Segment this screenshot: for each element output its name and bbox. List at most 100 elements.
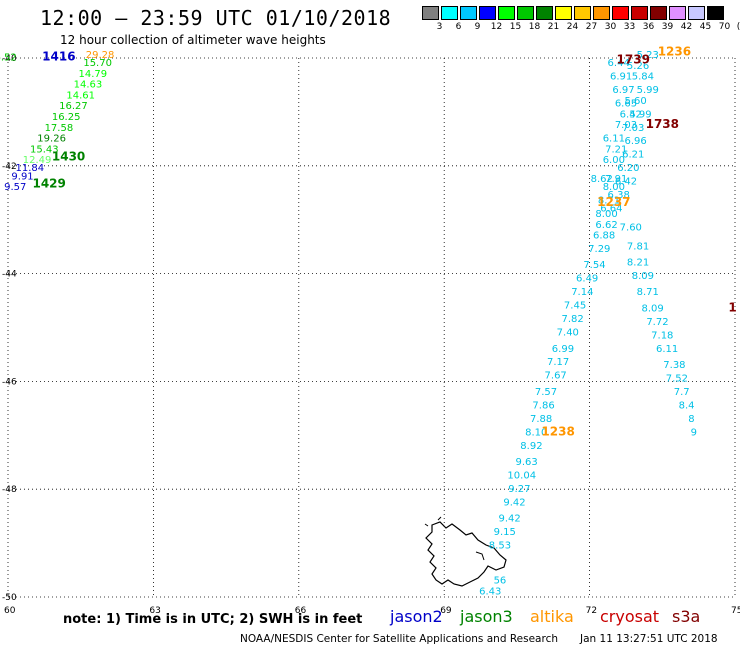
wave-height-label: 29.28: [86, 50, 115, 61]
pass-time-label: 1: [728, 300, 736, 314]
color-scale-label: 12: [490, 22, 503, 32]
wave-height-label: 6.20: [617, 163, 639, 174]
wave-height-label: 7.60: [620, 222, 642, 233]
island-outline: [425, 521, 507, 587]
wave-height-label: 8.92: [520, 441, 542, 452]
wave-height-label: 7.21: [605, 144, 627, 155]
wave-height-label: 9.27: [508, 484, 530, 495]
figure-subtitle: 12 hour collection of altimeter wave hei…: [60, 33, 326, 47]
wave-height-label: 6.42: [620, 109, 642, 120]
wave-height-label: 6.43: [479, 586, 501, 597]
lat-tick-label: -44: [2, 270, 17, 280]
legend-item-jason2: jason2: [390, 607, 443, 626]
wave-height-label: 5.26: [627, 61, 649, 72]
wave-height-label: 6.91: [610, 72, 632, 83]
color-scale-swatch: [612, 6, 629, 20]
wave-height-label: 8.09: [632, 271, 654, 282]
wave-height-label: 7.52: [666, 373, 688, 384]
pass-time-label: 1430: [52, 149, 85, 163]
color-scale-swatch: [422, 6, 439, 20]
color-scale-swatch: [574, 6, 591, 20]
color-scale-label: 15: [509, 22, 522, 32]
wave-height-label: 16.25: [52, 112, 81, 123]
footer-timestamp: Jan 11 13:27:51 UTC 2018: [580, 633, 718, 645]
legend-item-altika: altika: [530, 607, 574, 626]
color-scale-swatch: [707, 6, 724, 20]
color-scale-label: 6: [455, 22, 462, 32]
wave-height-label: 7.54: [583, 260, 605, 271]
pass-time-label: 1739: [617, 52, 650, 66]
wave-height-label: 9: [691, 427, 697, 438]
wave-height-label: 9.57: [4, 182, 26, 193]
wave-height-label: 7.72: [646, 317, 668, 328]
wave-height-label: 6.11: [603, 134, 625, 145]
color-scale-label: (ft): [736, 22, 740, 32]
wave-height-label: 6.88: [593, 231, 615, 242]
wave-height-label: 9.42: [503, 497, 525, 508]
color-scale-swatch: [441, 6, 458, 20]
wave-height-label: 7.45: [564, 301, 586, 312]
wave-height-label: 8: [688, 414, 694, 425]
wave-height-label: 14.79: [78, 69, 107, 80]
color-scale-label: 45: [699, 22, 712, 32]
wave-height-label: 7.18: [651, 330, 673, 341]
wave-height-label: 7.57: [535, 387, 557, 398]
color-scale-label: 24: [566, 22, 579, 32]
wave-height-label: 6.64: [600, 204, 622, 215]
island-islets: [424, 516, 485, 561]
color-scale-label: 3: [436, 22, 443, 32]
color-scale-swatch: [688, 6, 705, 20]
wave-height-label: 17.58: [45, 123, 74, 134]
wave-height-label: 6.11: [656, 344, 678, 355]
wave-height-label: 5.60: [625, 96, 647, 107]
color-scale-swatch: [650, 6, 667, 20]
wave-height-label: 7.91: [605, 174, 627, 185]
color-scale-swatch: [593, 6, 610, 20]
color-scale-label: 9: [474, 22, 481, 32]
wave-height-label: 6.97: [612, 85, 634, 96]
lon-tick-label: 60: [4, 606, 16, 616]
color-scale-swatch: [536, 6, 553, 20]
color-scale-label: 27: [585, 22, 598, 32]
color-scale-label: 21: [547, 22, 560, 32]
lon-tick-label: 75: [731, 606, 740, 616]
wave-height-label: 5.23: [637, 50, 659, 61]
wave-height-label: 7.82: [562, 314, 584, 325]
lat-tick-label: -46: [2, 377, 17, 387]
color-scale-swatch: [460, 6, 477, 20]
wave-height-label: 7.17: [547, 357, 569, 368]
pass-time-label: 1236: [658, 44, 691, 58]
legend-item-s3a: s3a: [672, 607, 701, 626]
color-scale-label: 70: [718, 22, 731, 32]
wave-height-label: 7.67: [545, 371, 567, 382]
wave-height-label: 14.63: [74, 80, 103, 91]
color-scale-label: 42: [680, 22, 693, 32]
legend-item-cryosat: cryosat: [600, 607, 660, 626]
wave-height-label: 7.14: [571, 287, 593, 298]
wave-height-label: 7.86: [532, 400, 554, 411]
wave-height-label: 9.91: [11, 171, 33, 182]
wave-height-label: 5.84: [632, 72, 654, 83]
lon-tick-label: 69: [440, 606, 452, 616]
wave-height-label: 15.43: [30, 144, 59, 155]
wave-height-label: 19.26: [37, 134, 66, 145]
color-scale-swatch: [631, 6, 648, 20]
wave-height-label: 7.38: [663, 360, 685, 371]
wave-height-label: 8.00: [603, 182, 625, 193]
wave-height-label: 8.71: [598, 196, 620, 207]
wave-height-label: 10.04: [507, 470, 536, 481]
wave-height-label: 7.03: [622, 123, 644, 134]
wave-height-label: 11.84: [15, 163, 44, 174]
wave-height-label: 7.03: [615, 120, 637, 131]
pass-time-label: 1429: [32, 176, 65, 190]
wave-height-label: 8.21: [627, 258, 649, 269]
wave-height-label: 6.62: [595, 220, 617, 231]
legend-item-jason3: jason3: [460, 607, 513, 626]
color-scale-label: 33: [623, 22, 636, 32]
wave-height-label: 7.7: [674, 387, 690, 398]
color-scale-swatch: [479, 6, 496, 20]
footer-agency: NOAA/NESDIS Center for Satellite Applica…: [240, 633, 558, 645]
wave-height-label: 56: [494, 576, 507, 587]
